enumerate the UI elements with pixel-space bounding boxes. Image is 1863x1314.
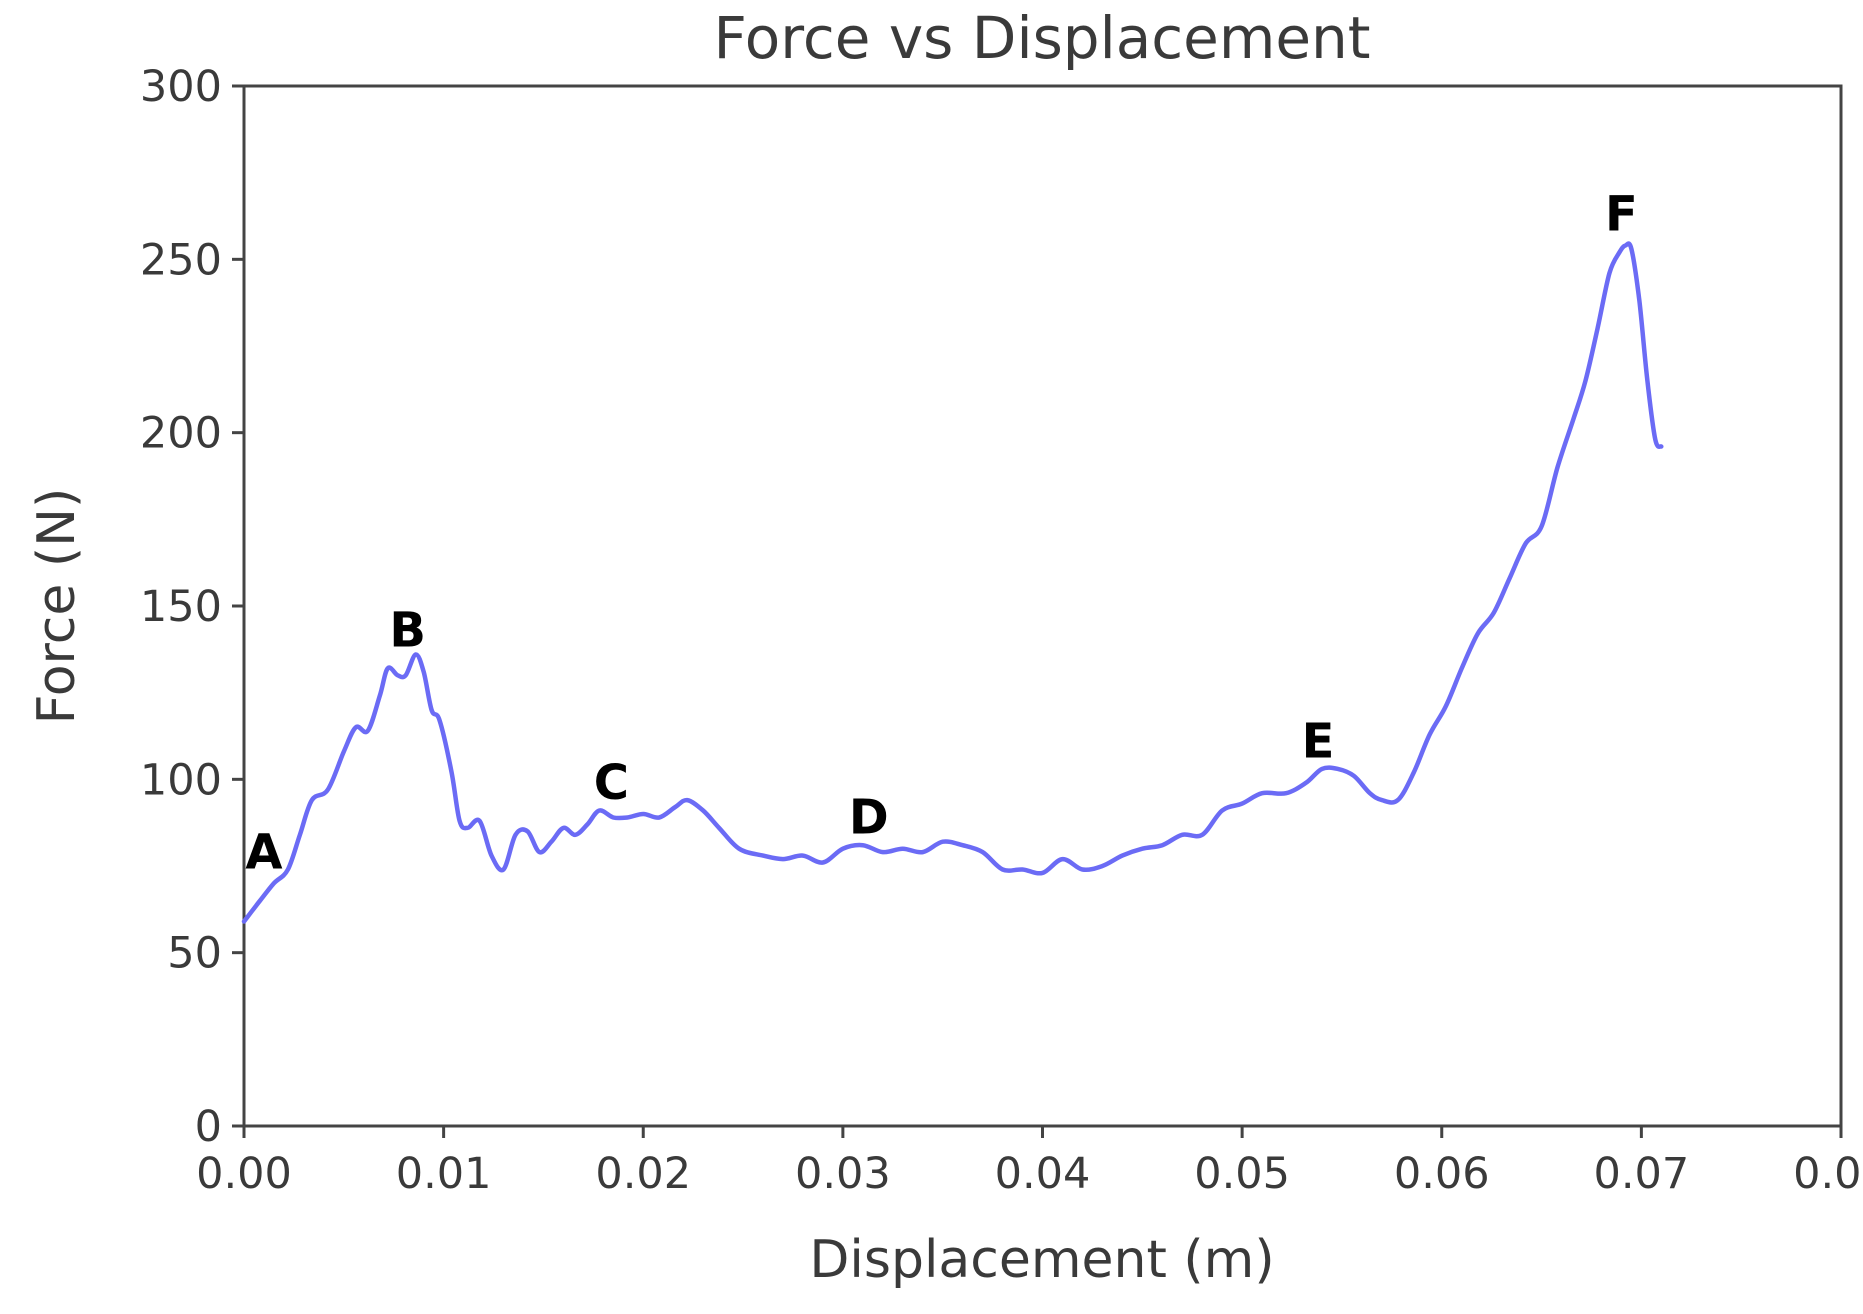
annotation-b: B — [389, 603, 426, 659]
y-axis-ticks: 0 50 100 150 200 250 300 — [140, 62, 244, 1152]
chart-title: Force vs Displacement — [713, 4, 1370, 72]
annotation-d: D — [849, 790, 889, 846]
y-tick-label: 50 — [167, 929, 222, 979]
x-tick-label: 0.02 — [595, 1149, 691, 1199]
annotation-e: E — [1302, 713, 1335, 769]
y-tick-label: 150 — [140, 582, 222, 632]
x-axis-ticks: 0.00 0.01 0.02 0.03 0.04 0.05 0.06 0.07 0.08 — [196, 1126, 1863, 1199]
x-tick-label: 0.08 — [1793, 1149, 1863, 1199]
annotation-a: A — [245, 824, 282, 880]
annotation-f: F — [1605, 187, 1638, 243]
y-tick-label: 0 — [195, 1102, 222, 1152]
x-tick-label: 0.01 — [396, 1149, 492, 1199]
x-tick-label: 0.06 — [1394, 1149, 1490, 1199]
y-tick-label: 250 — [140, 235, 222, 285]
point-annotations: A B C D E F — [245, 187, 1637, 881]
plot-area-frame — [242, 84, 1843, 1128]
y-axis-label: Force (N) — [27, 488, 87, 725]
y-tick-label: 100 — [140, 755, 222, 805]
x-tick-label: 0.07 — [1594, 1149, 1690, 1199]
y-tick-label: 300 — [140, 62, 222, 112]
x-tick-label: 0.00 — [196, 1149, 292, 1199]
force-displacement-line — [241, 241, 1664, 924]
x-tick-label: 0.03 — [795, 1149, 891, 1199]
x-axis-label: Displacement (m) — [809, 1230, 1274, 1290]
annotation-c: C — [594, 755, 629, 811]
y-tick-label: 200 — [140, 409, 222, 459]
x-tick-label: 0.05 — [1194, 1149, 1290, 1199]
x-tick-label: 0.04 — [995, 1149, 1091, 1199]
